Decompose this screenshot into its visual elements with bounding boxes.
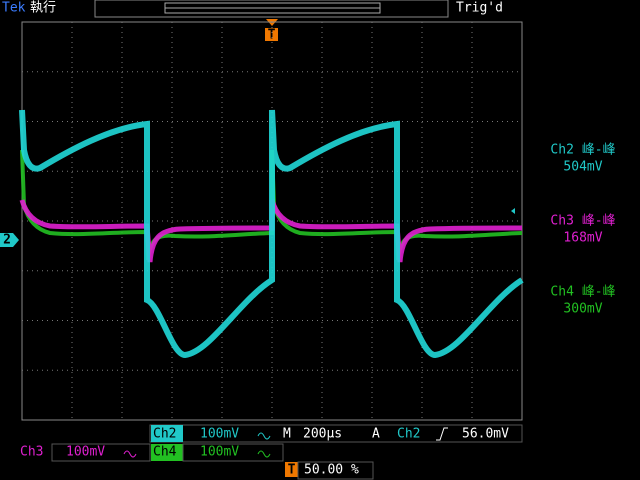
- run-status: 執行: [30, 0, 56, 16]
- trigger-level: 56.0mV: [462, 427, 509, 442]
- ch2-name: Ch2: [153, 427, 176, 442]
- trigger-source: Ch2: [397, 427, 420, 442]
- measurement-value: 300mV: [563, 302, 602, 317]
- timebase-value: 200µs: [303, 427, 342, 442]
- trigger-marker-bg: [265, 28, 278, 41]
- horizontal-position: 50.00 %: [304, 463, 359, 478]
- brand: Tek: [2, 1, 26, 16]
- measurement-label: Ch4 峰-峰: [550, 285, 615, 300]
- trigger-mode: A: [372, 427, 380, 442]
- ch2-trace: [19, 109, 524, 359]
- measurement-value: 504mV: [563, 160, 602, 175]
- measurement-value: 168mV: [563, 231, 602, 246]
- channel-marker: 2: [3, 233, 11, 248]
- ch4-scale: 100mV: [200, 445, 239, 460]
- timebase-label: M: [283, 427, 291, 442]
- measurement-label: Ch3 峰-峰: [550, 214, 615, 229]
- ch3-scale: 100mV: [66, 445, 105, 460]
- trigger-position-marker: T: [268, 28, 276, 43]
- position-icon: T: [288, 463, 296, 478]
- record-box: [94, 0, 449, 18]
- ch3-name: Ch3: [20, 445, 43, 460]
- ch4-name: Ch4: [153, 445, 177, 460]
- trigger-state: Trig'd: [456, 1, 503, 16]
- ch2-scale: 100mV: [200, 427, 239, 442]
- measurement-label: Ch2 峰-峰: [550, 143, 615, 158]
